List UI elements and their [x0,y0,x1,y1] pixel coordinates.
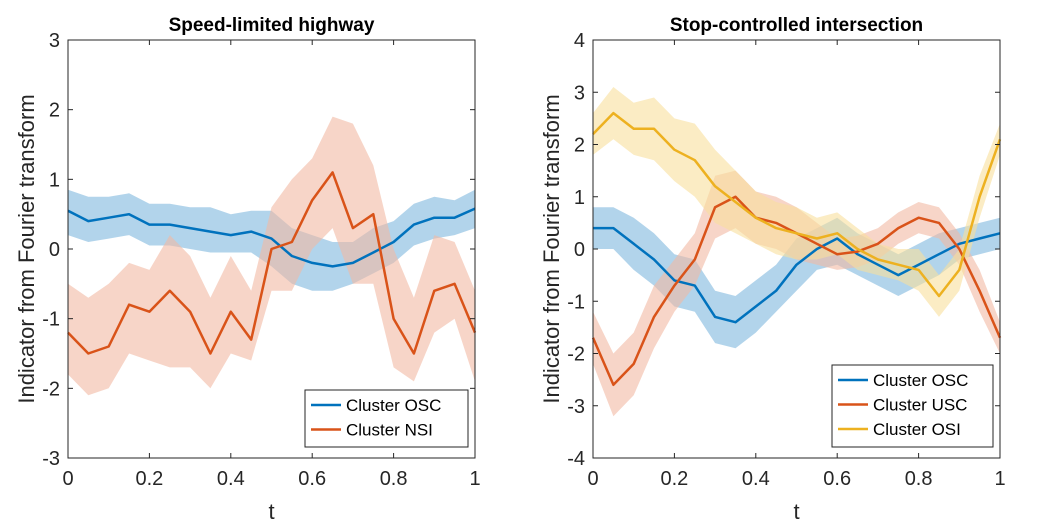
x-axis-label: t [268,499,274,524]
y-tick-label: 3 [49,30,60,52]
y-tick-label: 0 [574,239,585,261]
x-tick-label: 0.6 [823,468,851,490]
legend-label: Cluster NSI [346,421,433,440]
legend-box [304,389,469,448]
chart-stop-controlled-intersection: 0 0.2 0.4 0.6 0.8 1 -4 -3 -2 -1 0 1 2 3 4 Stop-controll… [539,15,1006,524]
legend-label: Cluster OSC [346,396,441,415]
legend-label: Cluster USC [873,396,967,415]
x-tick-label: 0.8 [905,468,933,490]
x-tick-label: 0.4 [742,468,770,490]
chart-title: Stop-controlled intersection [670,15,923,36]
x-tick-label: 1 [469,468,480,490]
confidence-band-cluster-usc [593,170,1000,417]
y-tick-label: 0 [49,239,60,261]
x-tick-label: 0.6 [298,468,326,490]
x-tick-label: 0.2 [135,468,163,490]
y-tick-label: -2 [42,378,60,400]
x-tick-label: 0.8 [380,468,408,490]
legend: Cluster OSC Cluster NSI [304,389,469,448]
confidence-band-cluster-nsi [68,116,475,396]
legend-label: Cluster OSI [873,420,961,439]
y-tick-label: -3 [42,448,60,470]
x-tick-label: 0.2 [660,468,688,490]
y-axis-label: Indicator from Fourier transform [14,94,39,403]
confidence-band-cluster-osc [593,207,1000,349]
y-tick-label: 3 [574,82,585,104]
y-tick-label: -4 [567,448,585,470]
y-axis-label: Indicator from Fourier transform [539,94,564,403]
y-tick-label: -2 [567,344,585,366]
x-tick-label: 0 [62,468,73,490]
legend-label: Cluster OSC [873,371,968,390]
x-axis-label: t [793,499,799,524]
y-tick-label: 4 [574,30,585,52]
confidence-band-cluster-osi [593,87,1000,317]
x-tick-label: 1 [994,468,1005,490]
y-tick-label: 1 [574,187,585,209]
legend: Cluster OSC Cluster USC Cluster OSI [831,364,994,448]
y-tick-label: 2 [574,135,585,157]
y-tick-label: 1 [49,169,60,191]
legend-box [831,364,994,448]
y-tick-label: -1 [42,309,60,331]
series-line-cluster-osi [592,111,1002,298]
chart-title: Speed-limited highway [169,15,375,36]
series-line-cluster-osc [593,226,1001,324]
x-tick-label: 0.4 [217,468,245,490]
y-tick-label: 2 [49,100,60,122]
series-line-cluster-osc [67,207,476,268]
chart-speed-limited-highway: 0 0.2 0.4 0.6 0.8 1 -3 -2 -1 0 1 2 3 Speed-limited hi… [14,15,481,524]
x-tick-label: 0 [587,468,598,490]
series-line-cluster-nsi [67,171,477,355]
y-tick-label: -3 [567,396,585,418]
y-tick-label: -1 [567,291,585,313]
